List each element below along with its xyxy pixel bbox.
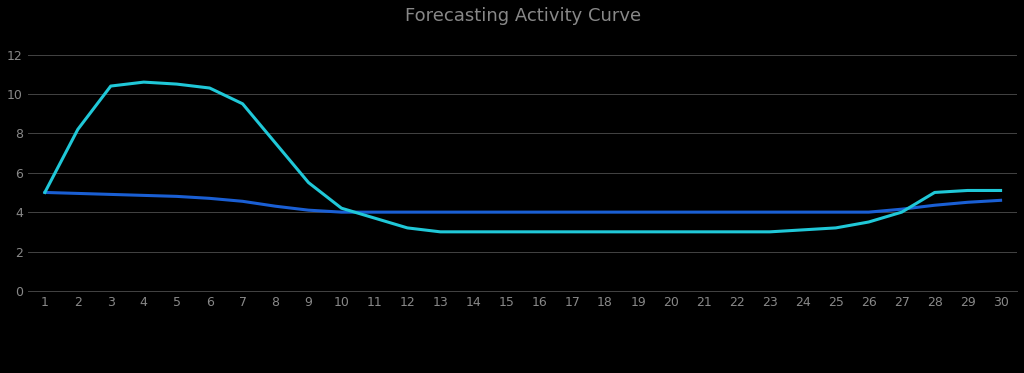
Continuous bbox=[269, 204, 282, 209]
Continuous bbox=[39, 190, 51, 195]
Traditional bbox=[632, 230, 644, 234]
Traditional bbox=[599, 230, 611, 234]
Traditional bbox=[72, 127, 84, 132]
Traditional bbox=[665, 230, 677, 234]
Continuous bbox=[104, 192, 117, 197]
Continuous bbox=[829, 210, 842, 214]
Traditional bbox=[862, 220, 874, 224]
Traditional bbox=[401, 226, 414, 230]
Traditional bbox=[896, 210, 908, 214]
Traditional bbox=[697, 230, 710, 234]
Line: Continuous: Continuous bbox=[45, 192, 1000, 212]
Traditional bbox=[534, 230, 546, 234]
Traditional bbox=[994, 188, 1007, 193]
Continuous bbox=[797, 210, 809, 214]
Continuous bbox=[534, 210, 546, 214]
Continuous bbox=[401, 210, 414, 214]
Continuous bbox=[434, 210, 446, 214]
Continuous bbox=[731, 210, 743, 214]
Continuous bbox=[467, 210, 479, 214]
Traditional bbox=[731, 230, 743, 234]
Traditional bbox=[829, 226, 842, 230]
Traditional bbox=[929, 190, 941, 195]
Traditional bbox=[171, 82, 183, 86]
Continuous bbox=[962, 200, 974, 204]
Continuous bbox=[632, 210, 644, 214]
Continuous bbox=[566, 210, 579, 214]
Continuous bbox=[500, 210, 512, 214]
Continuous bbox=[171, 194, 183, 198]
Traditional bbox=[237, 101, 249, 106]
Continuous bbox=[862, 210, 874, 214]
Continuous bbox=[204, 196, 216, 201]
Continuous bbox=[929, 203, 941, 207]
Traditional bbox=[500, 230, 512, 234]
Traditional bbox=[369, 216, 381, 220]
Traditional bbox=[962, 188, 974, 193]
Traditional bbox=[302, 181, 314, 185]
Traditional bbox=[104, 84, 117, 88]
Continuous bbox=[896, 207, 908, 211]
Traditional bbox=[797, 228, 809, 232]
Continuous bbox=[665, 210, 677, 214]
Continuous bbox=[302, 208, 314, 212]
Traditional bbox=[434, 230, 446, 234]
Traditional bbox=[137, 80, 150, 84]
Traditional bbox=[566, 230, 579, 234]
Traditional bbox=[204, 86, 216, 90]
Traditional bbox=[467, 230, 479, 234]
Traditional bbox=[335, 206, 347, 210]
Continuous bbox=[237, 199, 249, 204]
Continuous bbox=[335, 210, 347, 214]
Continuous bbox=[994, 198, 1007, 203]
Title: Forecasting Activity Curve: Forecasting Activity Curve bbox=[404, 7, 641, 25]
Traditional bbox=[39, 190, 51, 195]
Traditional bbox=[764, 230, 776, 234]
Line: Traditional: Traditional bbox=[45, 82, 1000, 232]
Traditional bbox=[269, 141, 282, 145]
Continuous bbox=[764, 210, 776, 214]
Continuous bbox=[72, 191, 84, 196]
Continuous bbox=[697, 210, 710, 214]
Continuous bbox=[137, 193, 150, 198]
Continuous bbox=[599, 210, 611, 214]
Continuous bbox=[369, 210, 381, 214]
